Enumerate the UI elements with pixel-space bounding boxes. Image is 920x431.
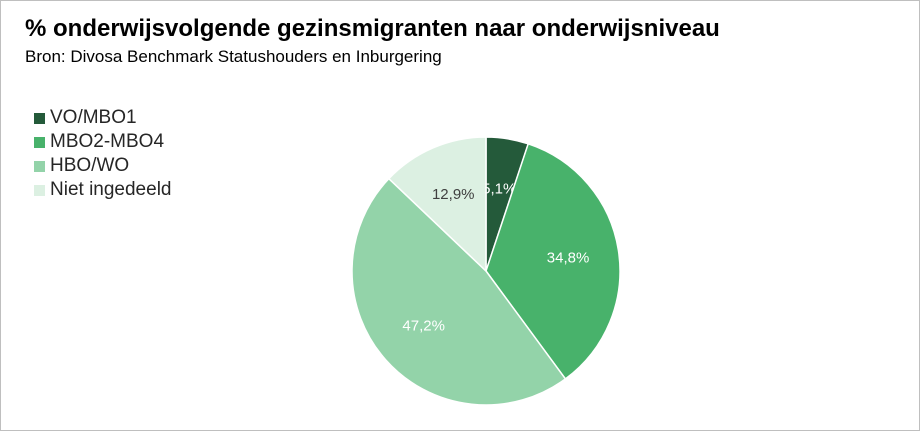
legend: VO/MBO1 MBO2-MBO4 HBO/WO Niet ingedeeld [34, 106, 171, 202]
legend-swatch [34, 184, 45, 196]
slice-data-label: 5,1% [482, 180, 516, 197]
legend-label: VO/MBO1 [50, 107, 137, 128]
legend-label: HBO/WO [50, 155, 130, 176]
legend-item: MBO2-MBO4 [34, 130, 171, 154]
slice-data-label: 47,2% [402, 317, 445, 334]
slice-data-label: 12,9% [432, 186, 475, 203]
legend-label: MBO2-MBO4 [50, 131, 165, 152]
legend-item: Niet ingedeeld [34, 178, 171, 202]
legend-swatch [34, 160, 45, 172]
pie-slice [351, 177, 567, 406]
chart-title: % onderwijsvolgende gezinsmigranten naar… [25, 15, 720, 42]
legend-label: Niet ingedeeld [50, 179, 172, 200]
legend-item: VO/MBO1 [34, 106, 171, 130]
legend-swatch [34, 136, 45, 148]
chart-subtitle: Bron: Divosa Benchmark Statushouders en … [25, 47, 442, 66]
legend-swatch [34, 112, 45, 124]
pie-slice [388, 136, 487, 272]
legend-item: HBO/WO [34, 154, 171, 178]
slice-data-label: 34,8% [547, 250, 590, 267]
pie-slice [485, 143, 621, 380]
